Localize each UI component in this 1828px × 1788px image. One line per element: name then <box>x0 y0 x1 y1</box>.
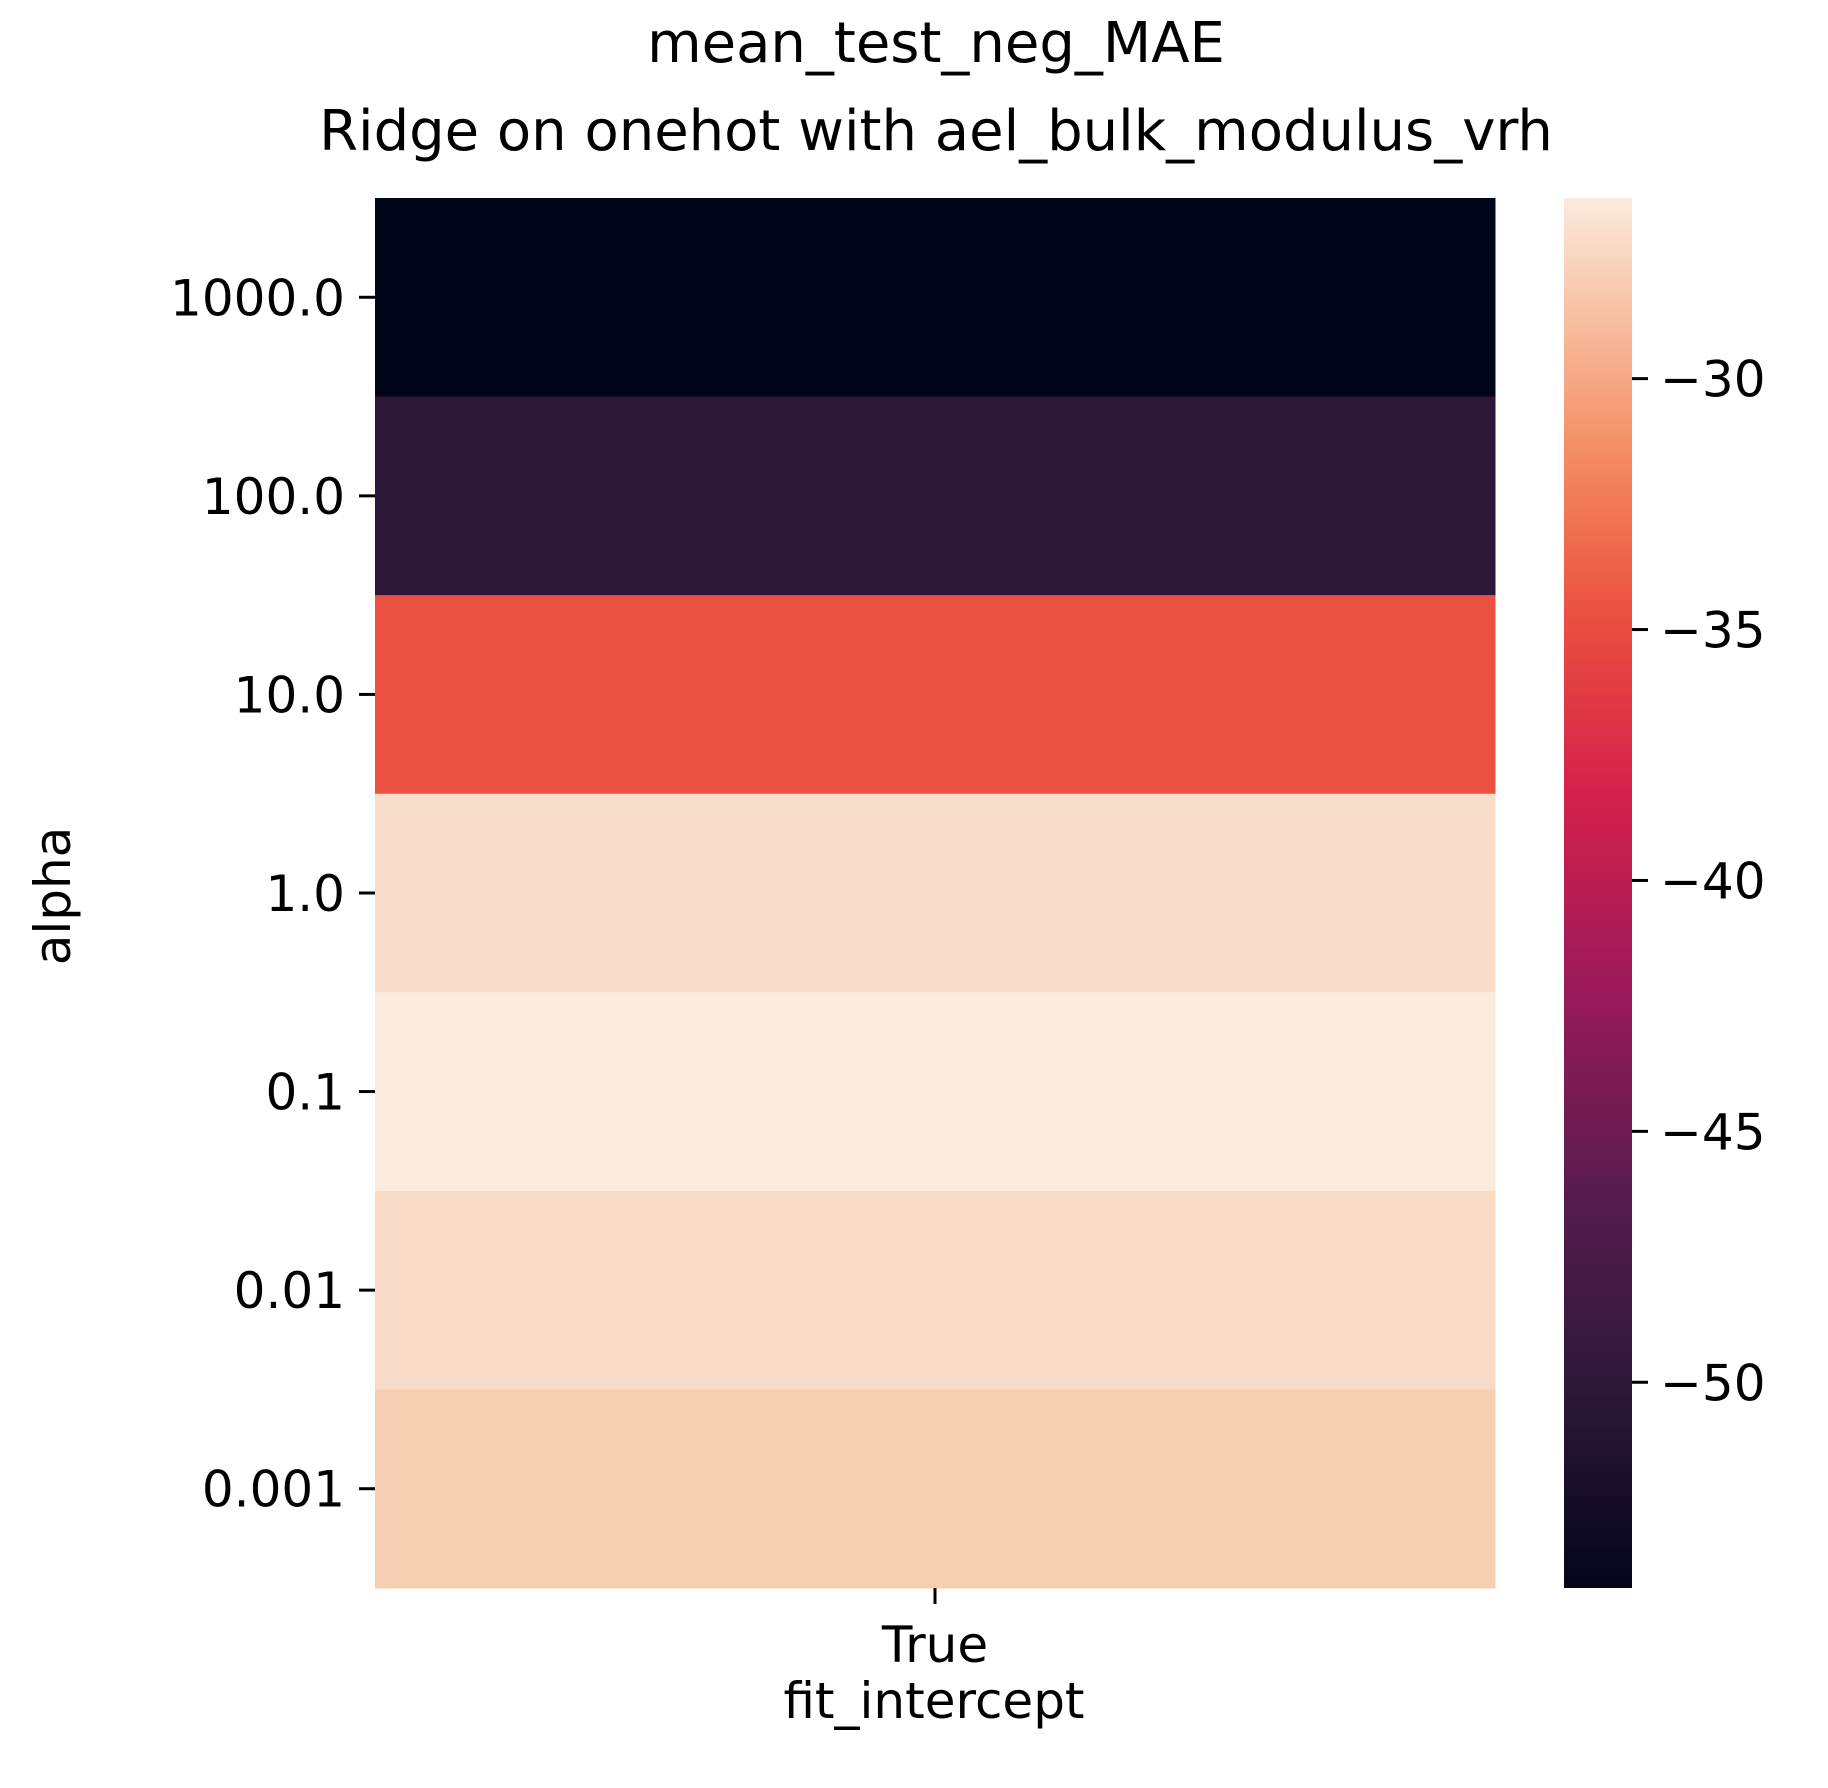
colorbar-tick-label: −40 <box>1660 852 1766 910</box>
colorbar-tick-label: −45 <box>1660 1103 1766 1161</box>
y-tick-label: 10.0 <box>234 666 345 724</box>
colorbar: −50 −45 −40 −35 −30 <box>1564 198 1766 1588</box>
y-tick-label: 0.001 <box>202 1461 345 1519</box>
x-axis-label: fit_intercept <box>783 1672 1084 1730</box>
y-tick-label: 0.1 <box>265 1064 345 1122</box>
y-axis-ticks: 1000.0 100.0 10.0 1.0 0.1 0.01 0.001 <box>170 269 375 1519</box>
heatmap-cells <box>375 198 1496 1589</box>
y-axis-label: alpha <box>24 827 82 966</box>
x-axis-ticks: True <box>881 1588 988 1674</box>
y-tick-label: 1000.0 <box>170 269 345 327</box>
y-tick-label: 100.0 <box>202 468 345 526</box>
heatmap-cell <box>375 595 1496 795</box>
x-tick-label: True <box>881 1616 988 1674</box>
heatmap-cell <box>375 198 1496 398</box>
heatmap-cell <box>375 992 1496 1192</box>
chart-title-line-1: mean_test_neg_MAE <box>647 11 1225 76</box>
heatmap-cell <box>375 1389 1496 1589</box>
heatmap-cell <box>375 1190 1496 1390</box>
heatmap-cell <box>375 793 1496 993</box>
chart-title: mean_test_neg_MAE Ridge on onehot with a… <box>319 11 1553 164</box>
y-tick-label: 0.01 <box>234 1262 345 1320</box>
colorbar-tick-label: −30 <box>1660 351 1766 409</box>
colorbar-gradient <box>1564 198 1632 1588</box>
colorbar-ticks: −50 −45 −40 −35 −30 <box>1632 351 1766 1412</box>
colorbar-tick-label: −50 <box>1660 1354 1766 1412</box>
colorbar-tick-label: −35 <box>1660 602 1766 660</box>
chart-title-line-2: Ridge on onehot with ael_bulk_modulus_vr… <box>319 99 1553 164</box>
heatmap-cell <box>375 396 1496 596</box>
y-tick-label: 1.0 <box>265 865 345 923</box>
